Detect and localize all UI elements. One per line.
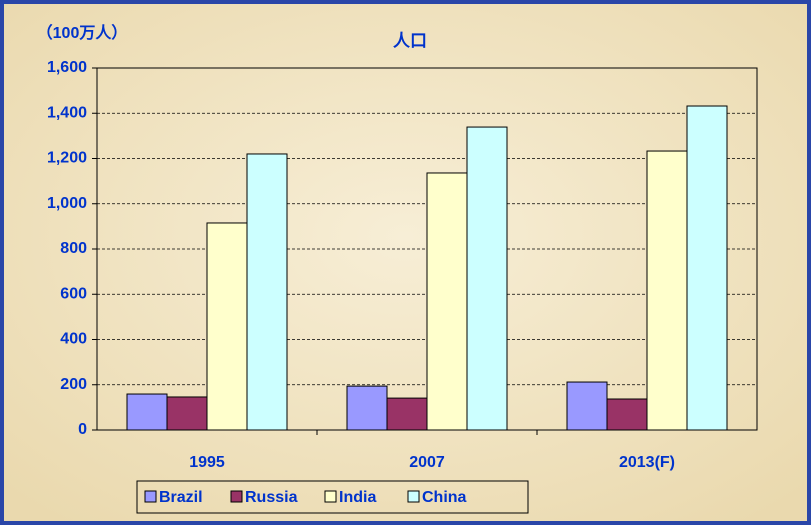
- chart-title: 人口: [393, 31, 427, 50]
- bar: [686, 105, 728, 431]
- bar: [566, 381, 608, 431]
- legend-label: India: [339, 489, 376, 506]
- y-tick-label: 400: [60, 331, 87, 348]
- bar: [246, 153, 288, 431]
- legend-label: Russia: [245, 489, 298, 506]
- y-tick-label: 1,400: [47, 104, 87, 121]
- bar: [646, 150, 688, 431]
- bar: [126, 393, 168, 431]
- y-tick-label: 1,200: [47, 150, 87, 167]
- legend-swatch: [144, 490, 157, 503]
- bar: [166, 396, 208, 431]
- y-tick-label: 200: [60, 376, 87, 393]
- bar: [466, 126, 508, 431]
- x-tick-label: 1995: [189, 454, 225, 471]
- y-tick-label: 800: [60, 240, 87, 257]
- bar: [426, 172, 468, 431]
- x-tick-label: 2007: [409, 454, 445, 471]
- bar: [606, 398, 648, 431]
- y-axis-label: （100万人）: [37, 24, 128, 42]
- legend-label: Brazil: [159, 489, 203, 506]
- legend-swatch: [230, 490, 243, 503]
- bar: [346, 385, 388, 431]
- y-tick-label: 1,000: [47, 195, 87, 212]
- y-tick-label: 600: [60, 285, 87, 302]
- x-tick-label: 2013(F): [619, 454, 675, 471]
- bar: [206, 222, 248, 431]
- y-tick-label: 0: [78, 421, 87, 438]
- y-tick-label: 1,600: [47, 59, 87, 76]
- legend-swatch: [407, 490, 420, 503]
- legend-label: China: [422, 489, 467, 506]
- legend-swatch: [324, 490, 337, 503]
- bar: [386, 397, 428, 431]
- legend: [136, 480, 529, 514]
